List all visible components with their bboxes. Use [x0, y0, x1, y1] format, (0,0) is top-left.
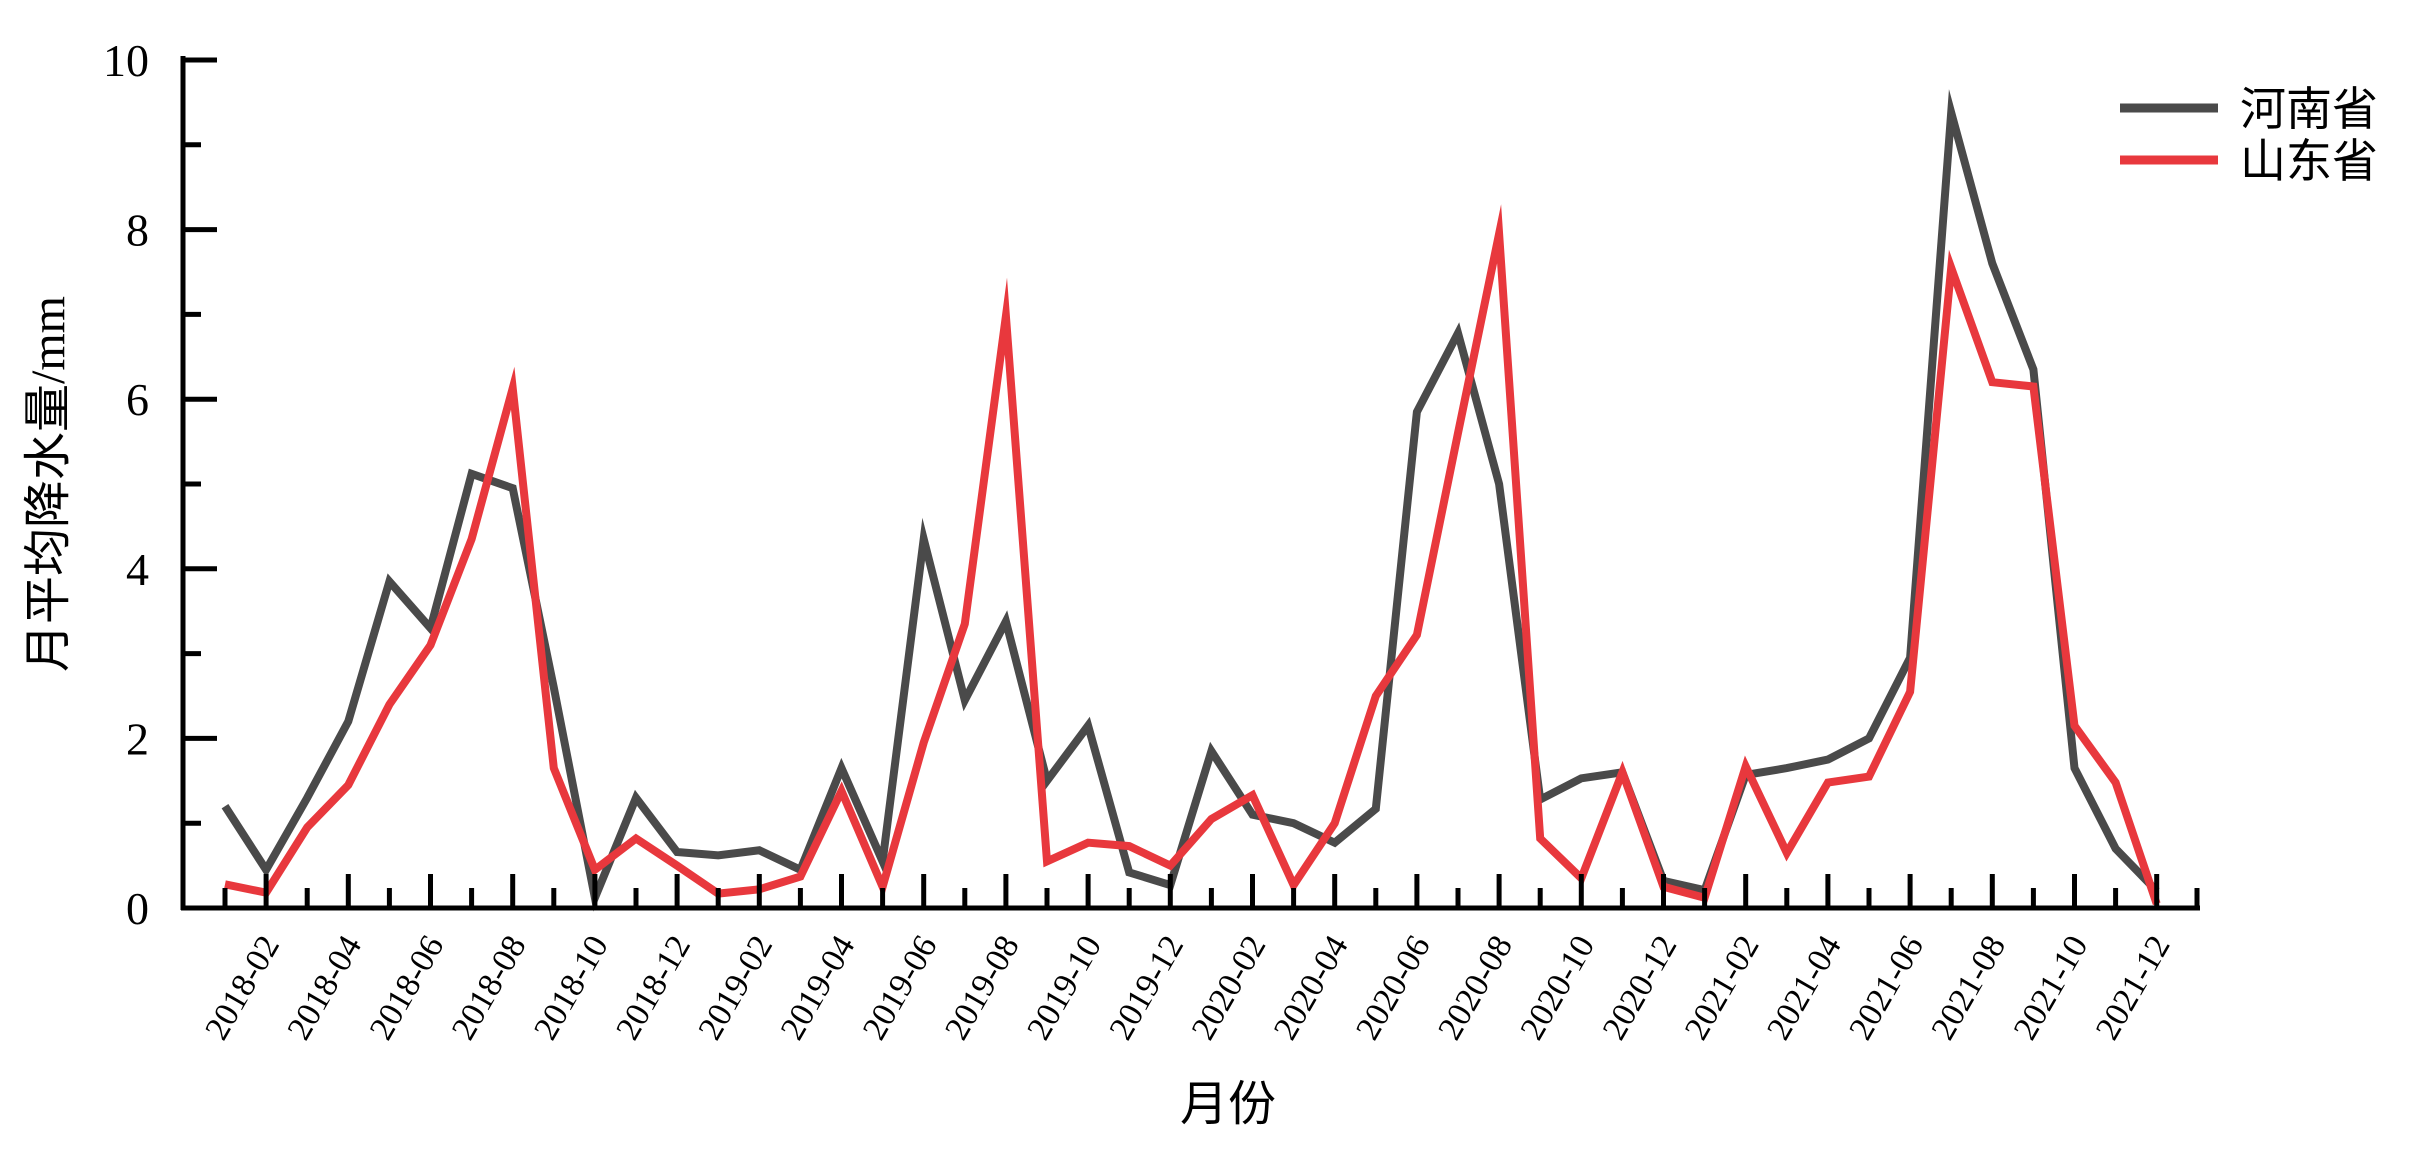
x-tick-label: 2019-08	[938, 930, 1027, 1047]
x-tick-label: 2019-12	[1103, 930, 1192, 1047]
x-tick-label: 2020-08	[1431, 930, 1520, 1047]
y-tick-label: 10	[103, 35, 149, 86]
x-tick-label: 2018-08	[445, 930, 534, 1047]
y-axis-title: 月平均降水量/mm	[22, 296, 75, 672]
y-tick-label: 8	[126, 205, 149, 256]
legend-label: 山东省	[2240, 136, 2378, 187]
x-tick-label: 2021-12	[2089, 930, 2178, 1047]
series-line-2	[224, 204, 2161, 906]
x-tick-label: 2020-06	[1349, 930, 1438, 1047]
x-tick-label: 2021-02	[1678, 930, 1767, 1047]
y-tick-label: 0	[126, 883, 149, 934]
y-tick-label: 4	[126, 544, 149, 595]
x-tick-label: 2020-04	[1267, 930, 1356, 1047]
y-tick-label: 2	[126, 713, 149, 764]
series-line-1	[221, 89, 2160, 912]
ticks-layer: 02468102018-022018-042018-062018-082018-…	[103, 35, 2200, 1047]
x-tick-label: 2019-02	[692, 930, 781, 1047]
x-tick-label: 2020-10	[1514, 930, 1603, 1047]
x-tick-label: 2021-10	[2007, 930, 2096, 1047]
x-tick-label: 2018-06	[363, 930, 452, 1047]
x-tick-label: 2018-04	[281, 930, 370, 1047]
series-layer	[221, 89, 2161, 912]
legend-label: 河南省	[2240, 84, 2378, 135]
x-tick-label: 2019-06	[856, 930, 945, 1047]
x-tick-label: 2019-10	[1020, 930, 1109, 1047]
x-tick-label: 2018-02	[198, 930, 287, 1047]
x-tick-label: 2020-02	[1185, 930, 1274, 1047]
x-tick-label: 2021-06	[1842, 930, 1931, 1047]
y-tick-label: 6	[126, 374, 149, 425]
x-tick-label: 2018-12	[609, 930, 698, 1047]
x-tick-label: 2021-04	[1760, 930, 1849, 1047]
x-tick-label: 2019-04	[774, 930, 863, 1047]
x-tick-label: 2018-10	[527, 930, 616, 1047]
x-axis-title: 月份	[1180, 1078, 1276, 1131]
x-tick-label: 2021-08	[1925, 930, 2014, 1047]
x-tick-label: 2020-12	[1596, 930, 1685, 1047]
